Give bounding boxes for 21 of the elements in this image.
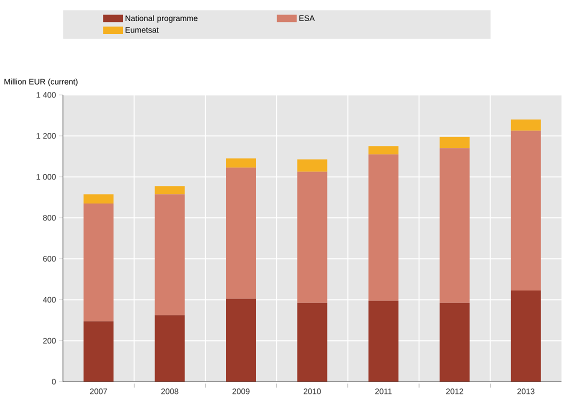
bar [84, 194, 114, 204]
bar [297, 160, 328, 172]
bar [297, 302, 328, 382]
bar [440, 302, 470, 382]
bar [510, 120, 541, 131]
bar [84, 204, 114, 322]
bar [440, 148, 470, 303]
bar [226, 298, 256, 382]
bar [297, 172, 328, 303]
bar [226, 158, 256, 168]
bar [510, 290, 541, 382]
bar [154, 194, 185, 316]
bar [154, 315, 185, 382]
bar [226, 168, 256, 299]
bar [154, 186, 185, 194]
bar [368, 146, 398, 154]
bar [510, 130, 541, 291]
bar [368, 300, 398, 382]
bar [368, 154, 398, 301]
bar [84, 321, 114, 382]
bar [440, 137, 470, 148]
